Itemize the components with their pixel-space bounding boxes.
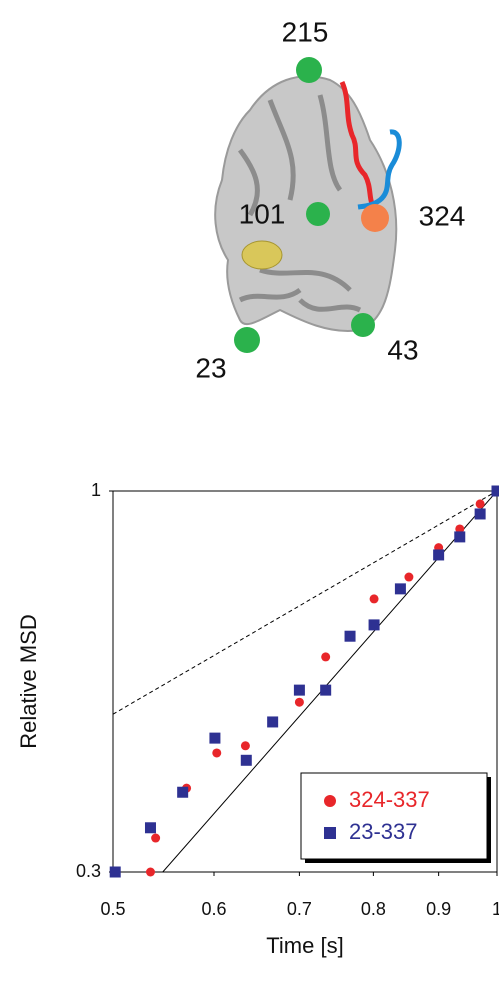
- data-point: [177, 787, 188, 798]
- x-tick-label: 1: [492, 899, 499, 919]
- x-tick-label: 0.6: [201, 899, 226, 919]
- data-point: [241, 741, 250, 750]
- residue-label: 23: [195, 352, 226, 383]
- y-tick-label: 1: [91, 480, 101, 500]
- data-point: [321, 652, 330, 661]
- data-point: [492, 486, 499, 497]
- legend-marker: [324, 795, 336, 807]
- residue-label: 43: [387, 334, 418, 365]
- orange-sphere: [361, 204, 389, 232]
- data-point: [151, 834, 160, 843]
- protein-structure: 215 101 324 23 43: [195, 16, 465, 383]
- green-sphere: [351, 313, 375, 337]
- residue-label: 215: [282, 16, 329, 47]
- data-point: [476, 499, 485, 508]
- data-point: [146, 868, 155, 877]
- x-tick-label: 0.8: [361, 899, 386, 919]
- ligand: [242, 241, 282, 269]
- data-point: [209, 733, 220, 744]
- data-point: [295, 698, 304, 707]
- green-sphere: [296, 57, 322, 83]
- green-sphere: [306, 202, 330, 226]
- chart: 0.5 0.6 0.7 0.8 0.9 1 0.3 1 Time [s] Relative MSD…: [16, 480, 499, 958]
- data-point: [212, 748, 221, 757]
- data-point: [345, 631, 356, 642]
- data-point: [454, 531, 465, 542]
- x-tick-label: 0.9: [426, 899, 451, 919]
- x-axis-label: Time [s]: [266, 933, 343, 958]
- data-point: [475, 508, 486, 519]
- green-sphere: [234, 327, 260, 353]
- data-point: [395, 583, 406, 594]
- data-point: [294, 685, 305, 696]
- residue-label: 101: [239, 198, 286, 229]
- data-point: [370, 594, 379, 603]
- x-tick-label: 0.5: [100, 899, 125, 919]
- data-point: [110, 867, 121, 878]
- y-axis-label: Relative MSD: [16, 614, 41, 748]
- legend-marker: [324, 827, 336, 839]
- residue-label: 324: [419, 200, 466, 231]
- data-point: [267, 716, 278, 727]
- data-point: [320, 685, 331, 696]
- x-tick-label: 0.7: [287, 899, 312, 919]
- legend-label: 23-337: [349, 819, 418, 844]
- data-point: [369, 619, 380, 630]
- data-point: [241, 755, 252, 766]
- data-point: [145, 822, 156, 833]
- reference-line: [113, 491, 497, 714]
- data-point: [433, 549, 444, 560]
- data-point: [404, 573, 413, 582]
- y-tick-label: 0.3: [76, 861, 101, 881]
- legend-label: 324-337: [349, 787, 430, 812]
